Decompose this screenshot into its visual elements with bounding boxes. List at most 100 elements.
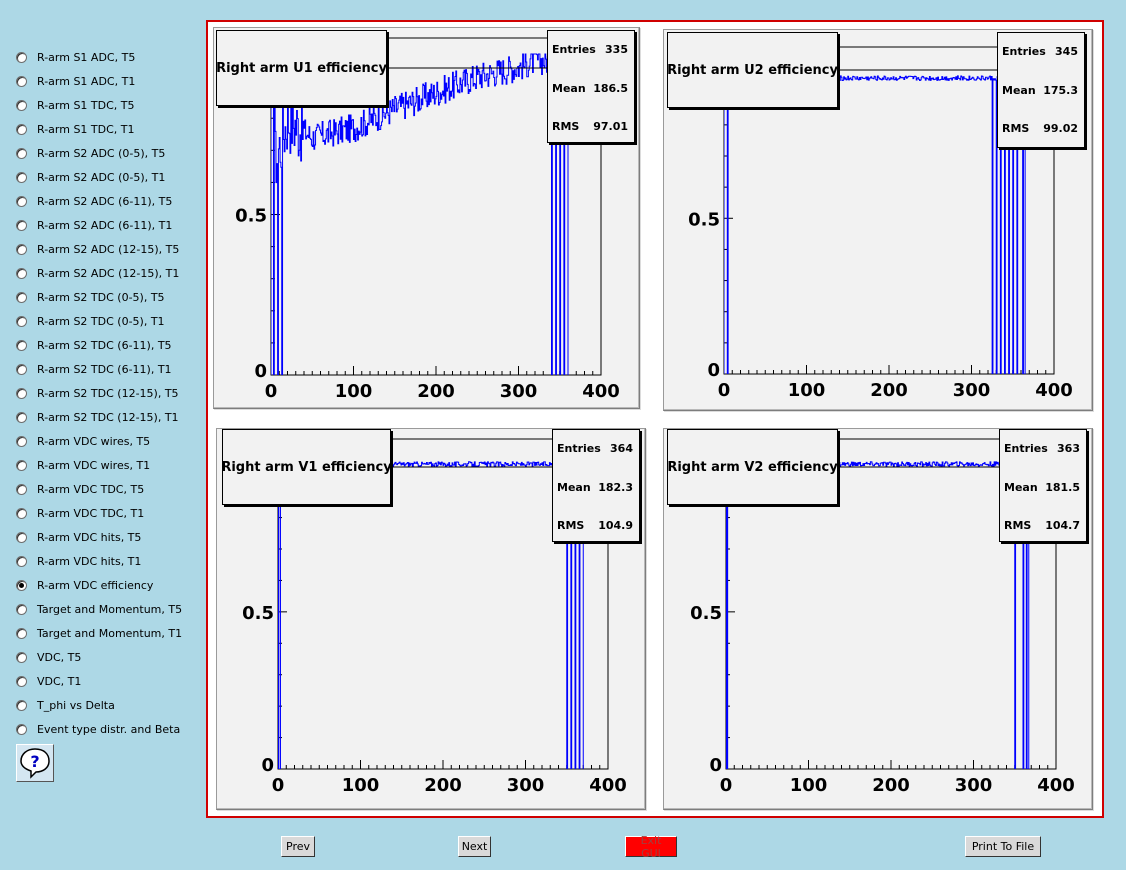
histogram-pad[interactable]: 0 100 200 300 400 0 0.5 Right arm U2 efficiency… [663, 29, 1093, 411]
radio-button[interactable] [16, 387, 27, 399]
radio-button[interactable] [16, 555, 27, 567]
stat-label: RMS [557, 519, 585, 532]
radio-button[interactable] [16, 123, 27, 135]
radio-item[interactable]: Target and Momentum, T1 [16, 624, 182, 642]
radio-button[interactable] [16, 147, 27, 159]
stat-row: Mean 182.3 [553, 481, 639, 495]
radio-item[interactable]: R-arm VDC wires, T5 [16, 432, 150, 450]
radio-label: R-arm S2 ADC (0-5), T5 [37, 146, 166, 160]
radio-button[interactable] [16, 195, 27, 207]
radio-button[interactable] [16, 531, 27, 543]
radio-item[interactable]: VDC, T5 [16, 648, 81, 666]
radio-label: R-arm S2 TDC (12-15), T1 [37, 410, 179, 424]
radio-button-selected[interactable] [16, 579, 27, 591]
radio-label: R-arm S2 ADC (6-11), T5 [37, 194, 173, 208]
radio-item[interactable]: R-arm S2 ADC (12-15), T5 [16, 240, 179, 258]
radio-button[interactable] [16, 627, 27, 639]
radio-button[interactable] [16, 243, 27, 255]
radio-button[interactable] [16, 363, 27, 375]
radio-item[interactable]: R-arm S2 ADC (12-15), T1 [16, 264, 179, 282]
stat-label: Entries [552, 43, 596, 56]
radio-button[interactable] [16, 315, 27, 327]
svg-text:?: ? [30, 752, 39, 771]
y-tick-label: 0.5 [688, 209, 720, 230]
radio-item[interactable]: T_phi vs Delta [16, 696, 115, 714]
radio-button[interactable] [16, 507, 27, 519]
help-button[interactable]: ? [16, 744, 54, 782]
histogram-plot: 0 100 200 300 400 0 0.5 [690, 438, 1075, 796]
radio-button[interactable] [16, 603, 27, 615]
radio-item[interactable]: R-arm S2 ADC (0-5), T5 [16, 144, 165, 162]
histogram-pad[interactable]: 0 100 200 300 400 0 0.5 Right arm V2 efficiency… [663, 428, 1093, 810]
radio-item[interactable]: R-arm VDC hits, T5 [16, 528, 141, 546]
radio-button[interactable] [16, 267, 27, 279]
x-tick-label: 200 [417, 381, 455, 402]
efficiency-histogram-line [271, 53, 569, 375]
radio-label: R-arm VDC TDC, T5 [37, 482, 145, 496]
stat-label: Mean [1002, 84, 1036, 97]
efficiency-histogram-line [726, 461, 1030, 769]
radio-item[interactable]: R-arm S2 TDC (0-5), T5 [16, 288, 165, 306]
radio-button[interactable] [16, 411, 27, 423]
radio-item[interactable]: Target and Momentum, T5 [16, 600, 182, 618]
stat-row: RMS 104.9 [553, 519, 639, 533]
stat-row: Mean 175.3 [998, 84, 1084, 98]
print-to-file-button[interactable]: Print To File [965, 836, 1041, 857]
radio-item[interactable]: R-arm VDC TDC, T1 [16, 504, 144, 522]
radio-item[interactable]: R-arm VDC TDC, T5 [16, 480, 144, 498]
histogram-pad[interactable]: 0 100 200 300 400 0 0.5 Right arm U1 efficiency… [213, 27, 640, 409]
x-tick-label: 400 [582, 381, 620, 402]
radio-item[interactable]: R-arm S1 TDC, T1 [16, 120, 135, 138]
radio-item[interactable]: R-arm S1 ADC, T1 [16, 72, 135, 90]
radio-button[interactable] [16, 219, 27, 231]
radio-item[interactable]: R-arm VDC hits, T1 [16, 552, 141, 570]
y-tick-label: 0 [254, 361, 267, 382]
radio-button[interactable] [16, 99, 27, 111]
radio-item[interactable]: R-arm VDC wires, T1 [16, 456, 150, 474]
radio-button[interactable] [16, 723, 27, 735]
radio-button[interactable] [16, 459, 27, 471]
exit-gui-button[interactable]: Exit GUI [625, 834, 677, 860]
radio-button[interactable] [16, 435, 27, 447]
stat-value: 186.5 [593, 82, 628, 95]
stat-label: Entries [1002, 45, 1046, 58]
radio-item[interactable]: VDC, T1 [16, 672, 81, 690]
radio-button[interactable] [16, 699, 27, 711]
stat-value: 104.9 [598, 519, 633, 532]
radio-button[interactable] [16, 51, 27, 63]
efficiency-histogram-line [724, 75, 1026, 374]
radio-item[interactable]: R-arm S2 TDC (12-15), T1 [16, 408, 179, 426]
radio-item[interactable]: R-arm S2 ADC (6-11), T1 [16, 216, 172, 234]
radio-item[interactable]: R-arm S2 TDC (6-11), T5 [16, 336, 172, 354]
next-button[interactable]: Next [458, 836, 491, 857]
histogram-title: Right arm V1 efficiency [221, 429, 392, 505]
statistics-box: Entries 364 Mean 182.3 RMS 104.9 [552, 429, 640, 542]
question-mark-icon: ? [20, 748, 50, 779]
stat-label: Mean [1004, 481, 1038, 494]
radio-item[interactable]: R-arm S1 ADC, T5 [16, 48, 135, 66]
radio-item[interactable]: R-arm S2 TDC (0-5), T1 [16, 312, 165, 330]
radio-button[interactable] [16, 675, 27, 687]
radio-label: R-arm VDC hits, T5 [37, 530, 142, 544]
radio-button[interactable] [16, 75, 27, 87]
radio-button[interactable] [16, 651, 27, 663]
radio-item[interactable]: R-arm S2 TDC (6-11), T1 [16, 360, 172, 378]
radio-item[interactable]: R-arm S2 ADC (6-11), T5 [16, 192, 172, 210]
prev-button[interactable]: Prev [281, 836, 315, 857]
radio-label: R-arm S2 TDC (6-11), T1 [37, 362, 172, 376]
radio-item[interactable]: Event type distr. and Beta [16, 720, 180, 738]
radio-button[interactable] [16, 171, 27, 183]
radio-button[interactable] [16, 483, 27, 495]
radio-item[interactable]: R-arm S1 TDC, T5 [16, 96, 135, 114]
stat-label: Mean [557, 481, 591, 494]
x-tick-label: 300 [953, 380, 991, 401]
radio-item[interactable]: R-arm S2 ADC (0-5), T1 [16, 168, 165, 186]
radio-button[interactable] [16, 339, 27, 351]
radio-button[interactable] [16, 291, 27, 303]
stat-value: 345 [1055, 45, 1078, 58]
statistics-box: Entries 345 Mean 175.3 RMS 99.02 [997, 32, 1085, 148]
y-tick-label: 0 [261, 755, 274, 776]
radio-item[interactable]: R-arm S2 TDC (12-15), T5 [16, 384, 179, 402]
histogram-pad[interactable]: 0 100 200 300 400 0 0.5 Right arm V1 efficiency… [216, 428, 646, 810]
radio-item[interactable]: R-arm VDC efficiency [16, 576, 153, 594]
